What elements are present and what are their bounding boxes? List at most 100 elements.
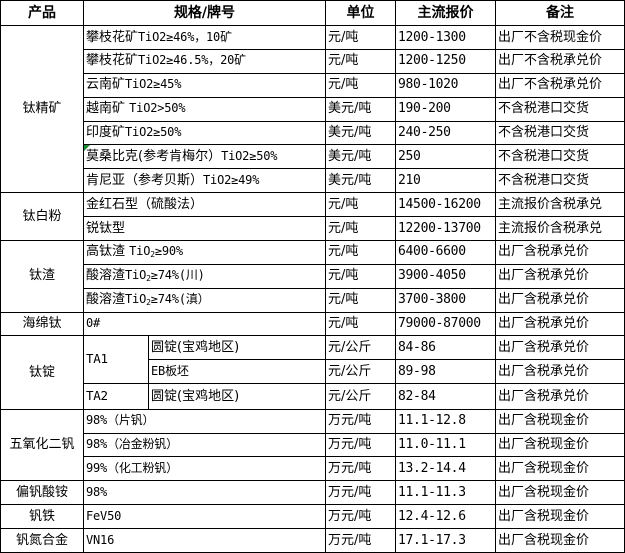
spec-code: TiO2 (203, 172, 232, 187)
subscript-two: 2 (150, 250, 155, 260)
spec-cell: 锐钛型 (83, 216, 326, 241)
product-name: 五氧化二钒 (9, 437, 75, 453)
price-value: 1200-1250 (398, 53, 466, 69)
table-row: 钛精矿 攀枝花矿TiO2≥46%，10矿 元/吨 1200-1300 出厂不含税现金价 (0, 24, 625, 194)
price-value: 89-98 (398, 363, 436, 379)
spec-threshold: >50% (157, 101, 186, 116)
unit-cell: 元/吨 (325, 192, 396, 217)
spec-code: TiO2 (125, 125, 154, 140)
remark-value: 出厂含税现金价 (498, 508, 590, 524)
subscript-two: 2 (146, 298, 151, 308)
spec-cell: 肯尼亚（参考贝斯）TiO2≥49% (83, 168, 326, 194)
unit-cell: 元/公斤 (325, 383, 396, 410)
price-cell: 240-250 (395, 120, 496, 146)
table-row: 钛渣 高钛渣 TiO2≥90% 元/吨 6400-6600 出厂含税承兑价 (0, 239, 625, 313)
remark-value: 出厂不含税承兑价 (498, 53, 603, 69)
unit-value: 元/吨 (328, 292, 359, 308)
price-value: 1200-1300 (398, 29, 466, 45)
price-cell: 17.1-17.3 (395, 528, 496, 553)
price-cell: 11.1-12.8 (395, 408, 496, 434)
price-cell: 89-98 (395, 359, 496, 385)
unit-value: 元/公斤 (328, 388, 372, 404)
spec-text: 酸溶渣 (86, 268, 126, 284)
spec-code: TiO2 (125, 292, 151, 308)
unit-cell: 万元/吨 (325, 480, 396, 506)
remark-value: 不含税港口交货 (498, 172, 590, 188)
table-row: 攀枝花矿TiO2≥46.5%，20矿 元/吨 1200-1250 出厂不含税承兑价 (1, 48, 625, 74)
remark-cell: 出厂不含税承兑价 (495, 72, 625, 98)
spec-threshold: ≥74%(川) (150, 268, 205, 283)
spec-cell: 莫桑比克(参考肯梅尔）TiO2≥50% (83, 144, 326, 170)
price-cell: 3900-4050 (395, 263, 496, 289)
grade-name-cell: TA2 (83, 383, 149, 410)
remark-value: 出厂含税现金价 (498, 460, 590, 476)
spec-cell: 99%（化工粉钒） (83, 456, 326, 482)
spec-threshold: ≥74%(滇） (150, 292, 210, 307)
spec-cell: 0# (83, 311, 326, 337)
table-row: 云南矿TiO2≥45% 元/吨 980-1020 出厂不含税承兑价 (1, 72, 625, 98)
price-value: 240-250 (398, 125, 451, 141)
product-name: 钒氮合金 (15, 532, 68, 548)
unit-cell: 元/吨 (325, 287, 396, 313)
spec-code: FeV50 (86, 508, 122, 523)
unit-cell: 元/吨 (325, 216, 396, 241)
price-cell: 12200-13700 (395, 216, 496, 241)
unit-cell: 美元/吨 (325, 168, 396, 194)
price-cell: 14500-16200 (395, 192, 496, 217)
unit-value: 美元/吨 (328, 125, 372, 141)
unit-value: 元/吨 (328, 268, 359, 284)
subscript-two: 2 (146, 274, 151, 284)
remark-cell: 不含税港口交货 (495, 120, 625, 146)
spec-cell: 云南矿TiO2≥45% (83, 72, 326, 98)
spec-code: TiO2 (221, 148, 250, 163)
table-row: 肯尼亚（参考贝斯）TiO2≥49% 美元/吨 210 不含税港口交货 (1, 168, 625, 194)
remark-cell: 出厂含税承兑价 (495, 359, 625, 385)
remark-value: 出厂含税承兑价 (498, 339, 590, 355)
spec-threshold: ≥46.5%，20矿 (166, 53, 246, 68)
grade-name-cell: TA1 (83, 335, 149, 385)
price-value: 82-84 (398, 388, 436, 404)
unit-value: 元/吨 (328, 77, 359, 93)
unit-value: 元/吨 (328, 244, 359, 260)
remark-cell: 出厂含税承兑价 (495, 383, 625, 410)
spec-code: VN16 (86, 532, 115, 547)
spec-cell: 高钛渣 TiO2≥90% (83, 239, 326, 265)
table-row: 99%（化工粉钒） 万元/吨 13.2-14.4 出厂含税现金价 (1, 456, 625, 482)
price-value: 190-200 (398, 101, 451, 117)
spec-code: TiO2 (138, 53, 167, 68)
spec-code: 0# (86, 316, 101, 331)
product-name: 钛白粉 (22, 208, 62, 224)
price-cell: 11.1-11.3 (395, 480, 496, 506)
price-cell: 12.4-12.6 (395, 504, 496, 529)
product-name: 钛渣 (28, 268, 55, 284)
spec-code: 99% (86, 460, 108, 475)
header-unit: 单位 (325, 0, 396, 26)
table-row: 钛白粉 金红石型（硫酸法） 元/吨 14500-16200 主流报价含税承兑 (0, 192, 625, 241)
table-row: 莫桑比克(参考肯梅尔）TiO2≥50% 美元/吨 250 不含税港口交货 (1, 144, 625, 170)
spec-code: TiO2 (125, 77, 154, 92)
spec-cell: 98%（片钒） (83, 408, 326, 434)
spec-cell: 98%（冶金粉钒） (83, 432, 326, 458)
unit-value: 美元/吨 (328, 101, 372, 117)
remark-cell: 出厂含税现金价 (495, 432, 625, 458)
price-value: 6400-6600 (398, 244, 466, 260)
unit-value: 元/吨 (328, 196, 359, 212)
price-value: 3700-3800 (398, 292, 466, 308)
remark-value: 出厂含税承兑价 (498, 244, 590, 260)
remark-value: 出厂含税现金价 (498, 437, 590, 453)
unit-value: 元/吨 (328, 29, 359, 45)
remark-cell: 出厂含税承兑价 (495, 311, 625, 337)
spec-text: 攀枝花矿 (86, 29, 139, 45)
spec-cell: EB板坯 (148, 359, 326, 385)
header-remark: 备注 (495, 0, 625, 26)
unit-value: 美元/吨 (328, 172, 372, 188)
unit-cell: 万元/吨 (325, 528, 396, 553)
grade-name: TA2 (86, 388, 108, 404)
table-row: 钛锭 TA1 圆锭(宝鸡地区) 元/公斤 84-86 出厂含税承兑价 (0, 335, 625, 410)
remark-value: 出厂含税承兑价 (498, 388, 590, 404)
table-row: 越南矿 TiO2>50% 美元/吨 190-200 不含税港口交货 (1, 96, 625, 122)
unit-cell: 元/吨 (325, 311, 396, 337)
spec-text: 高钛渣 (86, 244, 130, 260)
spec-cell: VN16 (83, 528, 326, 553)
spec-text: 云南矿 (86, 77, 126, 93)
